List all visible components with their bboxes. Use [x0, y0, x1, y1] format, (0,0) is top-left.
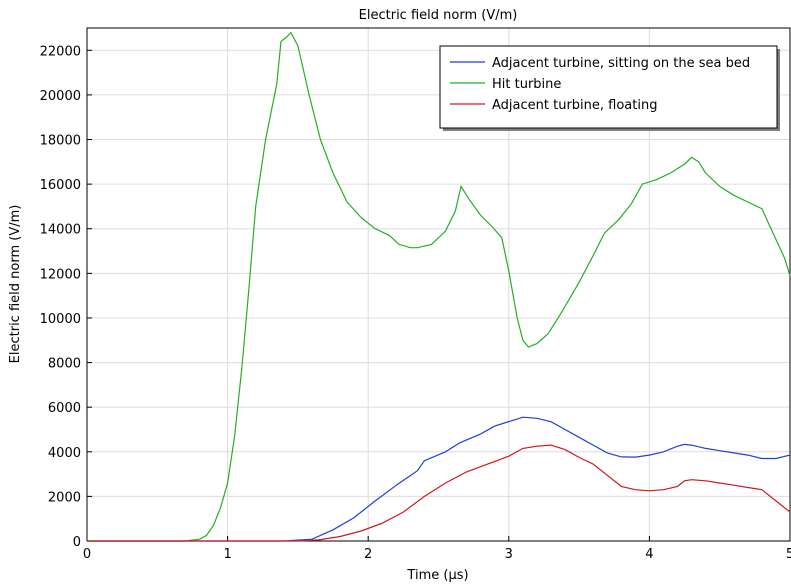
legend-box	[439, 45, 778, 129]
x-tick-label: 1	[223, 547, 231, 562]
y-tick-label: 18000	[40, 134, 81, 149]
y-tick-label: 4000	[48, 446, 81, 461]
legend-label-3: Adjacent turbine, floating	[492, 98, 657, 113]
x-tick-label: 0	[83, 547, 91, 562]
x-tick-label: 5	[786, 547, 791, 562]
y-tick-label: 10000	[40, 312, 81, 327]
x-tick-label: 2	[364, 547, 372, 562]
axis-ticks: 0 2000 4000 6000 8000 10000 12000 14000 16000 180…	[40, 44, 791, 562]
y-tick-label: 12000	[40, 267, 81, 282]
y-tick-label: 2000	[48, 490, 81, 505]
y-tick-label: 16000	[40, 178, 81, 193]
legend: Adjacent turbine, sitting on the sea bed…	[439, 45, 780, 131]
series-group	[87, 31, 791, 542]
chart-title: Electric field norm (V/m)	[359, 8, 518, 23]
y-tick-label: 22000	[40, 44, 81, 59]
y-tick-label: 6000	[48, 401, 81, 416]
legend-label-2: Hit turbine	[492, 77, 561, 92]
x-tick-label: 4	[645, 547, 653, 562]
series-line-3	[87, 444, 791, 542]
y-tick-label: 0	[73, 535, 81, 550]
y-tick-label: 8000	[48, 357, 81, 372]
y-axis-label: Electric field norm (V/m)	[8, 205, 23, 364]
y-tick-label: 14000	[40, 223, 81, 238]
y-tick-label: 20000	[40, 89, 81, 104]
series-line-1	[87, 416, 791, 542]
x-tick-label: 3	[505, 547, 513, 562]
legend-label-1: Adjacent turbine, sitting on the sea bed	[492, 56, 750, 71]
plot-frame	[86, 27, 791, 542]
series-line-2	[87, 31, 791, 542]
x-axis-label: Time (µs)	[406, 568, 468, 583]
